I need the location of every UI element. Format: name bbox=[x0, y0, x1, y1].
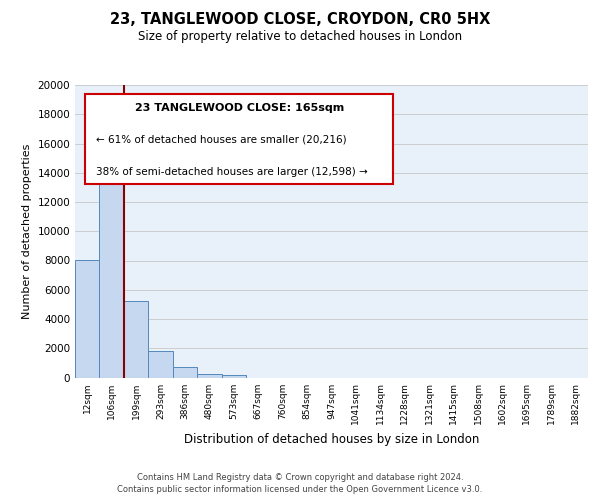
Text: 23, TANGLEWOOD CLOSE, CROYDON, CR0 5HX: 23, TANGLEWOOD CLOSE, CROYDON, CR0 5HX bbox=[110, 12, 490, 28]
FancyBboxPatch shape bbox=[85, 94, 393, 184]
Text: Contains HM Land Registry data © Crown copyright and database right 2024.: Contains HM Land Registry data © Crown c… bbox=[137, 472, 463, 482]
Bar bbox=[124, 300, 148, 378]
Text: 23 TANGLEWOOD CLOSE: 165sqm: 23 TANGLEWOOD CLOSE: 165sqm bbox=[134, 102, 344, 113]
Text: Contains public sector information licensed under the Open Government Licence v3: Contains public sector information licen… bbox=[118, 485, 482, 494]
X-axis label: Distribution of detached houses by size in London: Distribution of detached houses by size … bbox=[184, 433, 479, 446]
Y-axis label: Number of detached properties: Number of detached properties bbox=[22, 144, 32, 319]
Bar bbox=[173, 367, 197, 378]
Bar bbox=[148, 351, 173, 378]
Text: Size of property relative to detached houses in London: Size of property relative to detached ho… bbox=[138, 30, 462, 43]
Text: 38% of semi-detached houses are larger (12,598) →: 38% of semi-detached houses are larger (… bbox=[95, 167, 367, 177]
Bar bbox=[197, 374, 221, 378]
Bar bbox=[221, 374, 246, 378]
Bar bbox=[75, 260, 100, 378]
Text: ← 61% of detached houses are smaller (20,216): ← 61% of detached houses are smaller (20… bbox=[95, 134, 346, 144]
Bar bbox=[100, 134, 124, 378]
